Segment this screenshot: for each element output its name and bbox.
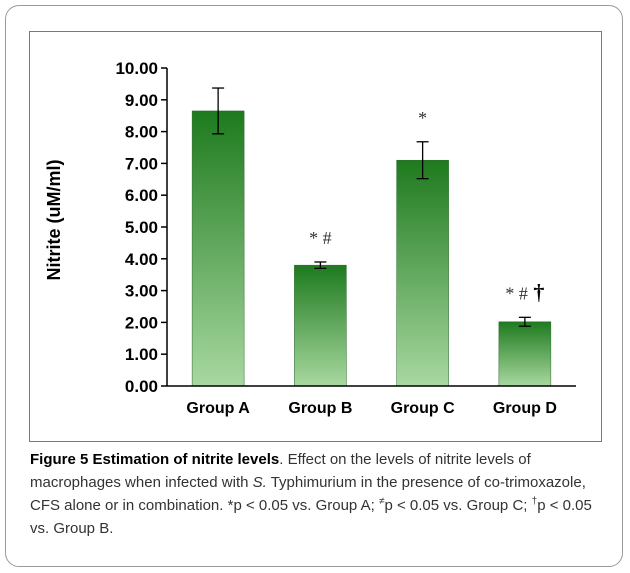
y-tick-label: 1.00	[125, 345, 158, 364]
y-tick-label: 3.00	[125, 282, 158, 301]
bar	[294, 264, 347, 387]
significance-mark: #	[514, 283, 528, 303]
caption-mark-1: ≠	[378, 496, 385, 507]
y-tick-label: 0.00	[125, 377, 158, 396]
bar	[396, 159, 449, 387]
y-tick-label: 8.00	[125, 123, 158, 142]
x-tick-label: Group D	[493, 400, 557, 417]
caption-title: Figure 5 Estimation of nitrite levels	[30, 451, 280, 468]
significance-mark: *	[505, 283, 514, 303]
significance-annotation: *	[418, 108, 427, 128]
caption-mark-2: †	[531, 496, 538, 507]
y-tick-label: 5.00	[125, 218, 158, 237]
significance-mark: †	[528, 279, 545, 304]
y-tick-label: 9.00	[125, 91, 158, 110]
caption-organism-genus: S.	[252, 474, 267, 491]
y-tick-label: 2.00	[125, 313, 158, 332]
bar	[498, 321, 552, 387]
y-tick-label: 7.00	[125, 154, 158, 173]
significance-mark: #	[318, 228, 332, 248]
bar	[191, 110, 245, 387]
significance-annotation: * #	[309, 228, 332, 248]
x-tick-label: Group C	[391, 400, 455, 417]
y-tick-label: 4.00	[125, 250, 158, 269]
significance-annotation: * # †	[505, 279, 544, 304]
caption-text-1: . Effect on the levels of nitrite levels…	[30, 451, 531, 491]
x-tick-label: Group A	[186, 400, 250, 417]
y-tick-label: 6.00	[125, 186, 158, 205]
y-axis-title: Nitrite (uM/ml)	[44, 160, 64, 281]
caption-text-2: Typhimurium in the presence of co-trimox…	[30, 474, 586, 514]
caption-text-4: p < 0.05 vs. Group B.	[30, 497, 592, 537]
significance-mark: *	[418, 108, 427, 128]
bar-chart: Nitrite (uM/ml) 0.00 1.00 2.00 3.00 4.00 5.00…	[44, 59, 576, 417]
x-tick-label: Group B	[288, 400, 352, 417]
chart-area: Nitrite (uM/ml) 0.00 1.00 2.00 3.00 4.00 5.00…	[29, 31, 602, 442]
figure-caption: Figure 5 Estimation of nitrite levels. E…	[30, 448, 598, 540]
significance-mark: *	[309, 228, 318, 248]
caption-text-3: p < 0.05 vs. Group C;	[384, 497, 532, 514]
y-tick-label: 10.00	[115, 59, 158, 78]
